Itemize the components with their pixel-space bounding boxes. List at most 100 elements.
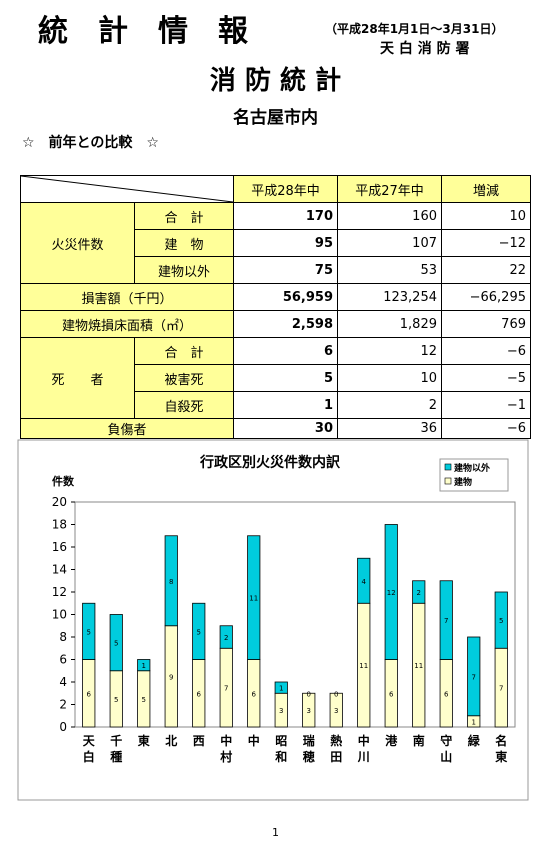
value-label: 3	[334, 707, 338, 715]
y-tick-label: 16	[52, 540, 67, 554]
value-label: 5	[87, 628, 91, 636]
x-tick-char: 和	[274, 749, 287, 764]
value-label: 5	[142, 696, 146, 704]
table-row: 建物以外 75 53 22	[21, 256, 531, 284]
value-label: 3	[307, 707, 311, 715]
bar-segment	[467, 715, 481, 728]
legend-label: 建物	[454, 476, 472, 488]
page-number: 1	[272, 826, 279, 839]
x-tick-char: 港	[385, 733, 398, 748]
bar-segment	[357, 557, 371, 604]
value-label: 7	[472, 673, 476, 681]
y-tick-label: 12	[52, 585, 67, 599]
y-tick-label: 6	[59, 653, 67, 667]
table-cell: 12	[337, 337, 442, 365]
table-cell: 平成27年中	[337, 175, 442, 203]
table-cell: −12	[441, 229, 531, 257]
table-cell: 建物以外	[134, 256, 234, 284]
table-cell: 53	[337, 256, 442, 284]
x-tick-label: 熱田	[330, 733, 342, 764]
x-tick-char: 西	[193, 734, 205, 748]
value-label: 7	[444, 617, 448, 625]
x-tick-char: 中	[248, 733, 260, 748]
value-label: 11	[359, 662, 368, 670]
value-label: 1	[472, 718, 476, 726]
y-tick-label: 0	[59, 720, 67, 734]
bar-segment	[219, 647, 233, 728]
value-label: 0	[307, 690, 311, 698]
bar-segment	[192, 659, 206, 728]
table-cell: 自殺死	[134, 391, 234, 419]
value-label: 0	[334, 690, 338, 698]
x-tick-label: 港	[385, 733, 398, 748]
bar-segment	[357, 602, 371, 728]
table-cell: 平成28年中	[233, 175, 338, 203]
table-cell: 10	[441, 202, 531, 230]
table-cell: 増減	[441, 175, 531, 203]
x-tick-char: 天	[83, 734, 96, 748]
x-tick-char: 守	[440, 733, 452, 748]
bar-segment	[109, 670, 123, 728]
table-row: 死 者合 計 6 12 −6	[20, 337, 531, 419]
x-tick-label: 天白	[83, 734, 96, 764]
x-tick-char: 南	[413, 733, 425, 748]
table-cell: −5	[441, 364, 531, 392]
bar-segment	[274, 692, 288, 728]
table-cell: 56,959	[233, 283, 338, 311]
legend-swatch	[444, 463, 452, 471]
x-tick-label: 千種	[110, 733, 122, 764]
x-tick-label: 東	[138, 733, 150, 748]
x-tick-char: 種	[110, 749, 122, 764]
table-cell: −6	[441, 337, 531, 365]
value-label: 7	[224, 685, 228, 693]
table-cell: 建 物	[134, 229, 234, 257]
legend-swatch	[444, 477, 452, 485]
table-cell	[20, 175, 234, 203]
x-tick-char: 千	[110, 733, 122, 748]
x-tick-char: 昭	[275, 734, 287, 748]
bar-segment	[274, 681, 288, 694]
value-label: 6	[444, 690, 449, 698]
legend-label: 建物以外	[454, 462, 490, 474]
table-cell: 合 計	[134, 337, 234, 365]
x-tick-label: 南	[413, 733, 425, 748]
value-label: 2	[417, 589, 421, 597]
x-tick-label: 中	[248, 733, 260, 748]
bar-segment	[412, 580, 426, 604]
x-tick-char: 東	[138, 733, 150, 748]
value-label: 12	[387, 589, 396, 597]
org: 天 白 消 防 署	[380, 41, 470, 57]
period: （平成28年1月1日～3月31日）	[325, 22, 504, 36]
table-cell: −6	[441, 418, 531, 439]
y-tick-label: 10	[52, 608, 67, 622]
table-cell: 30	[233, 418, 338, 439]
table-cell: 建物焼損床面積（㎡）	[20, 310, 234, 338]
comparison-table: 平成28年中 平成27年中 増減 火災件数合 計 170 160 10 建 物 95 107 −12…	[20, 175, 531, 439]
value-label: 7	[499, 685, 503, 693]
bar-segment	[439, 659, 453, 728]
value-label: 4	[362, 578, 367, 586]
x-tick-char: 熱	[330, 733, 342, 748]
table-cell: 107	[337, 229, 442, 257]
table-cell: 36	[337, 418, 442, 439]
table-cell: 被害死	[134, 364, 234, 392]
value-label: 5	[499, 617, 503, 625]
section-title: ☆ 前年との比較 ☆	[22, 135, 159, 151]
y-axis-label: 件数	[52, 474, 75, 488]
x-tick-char: 東	[495, 749, 507, 764]
bar-segment	[494, 591, 508, 649]
diagonal	[21, 176, 233, 202]
x-tick-label: 昭和	[274, 734, 287, 764]
bar-segment	[494, 647, 508, 728]
table-cell: 損害額（千円）	[20, 283, 234, 311]
x-tick-char: 田	[330, 750, 342, 764]
bar-segment	[247, 659, 261, 728]
table-cell: 火災件数	[20, 202, 135, 284]
doc-title: 統 計 情 報	[38, 14, 248, 49]
table-cell: 負傷者	[20, 418, 234, 439]
table-cell: 6	[233, 337, 338, 365]
value-label: 6	[252, 690, 257, 698]
value-label: 5	[114, 640, 118, 648]
value-label: 1	[142, 662, 146, 670]
